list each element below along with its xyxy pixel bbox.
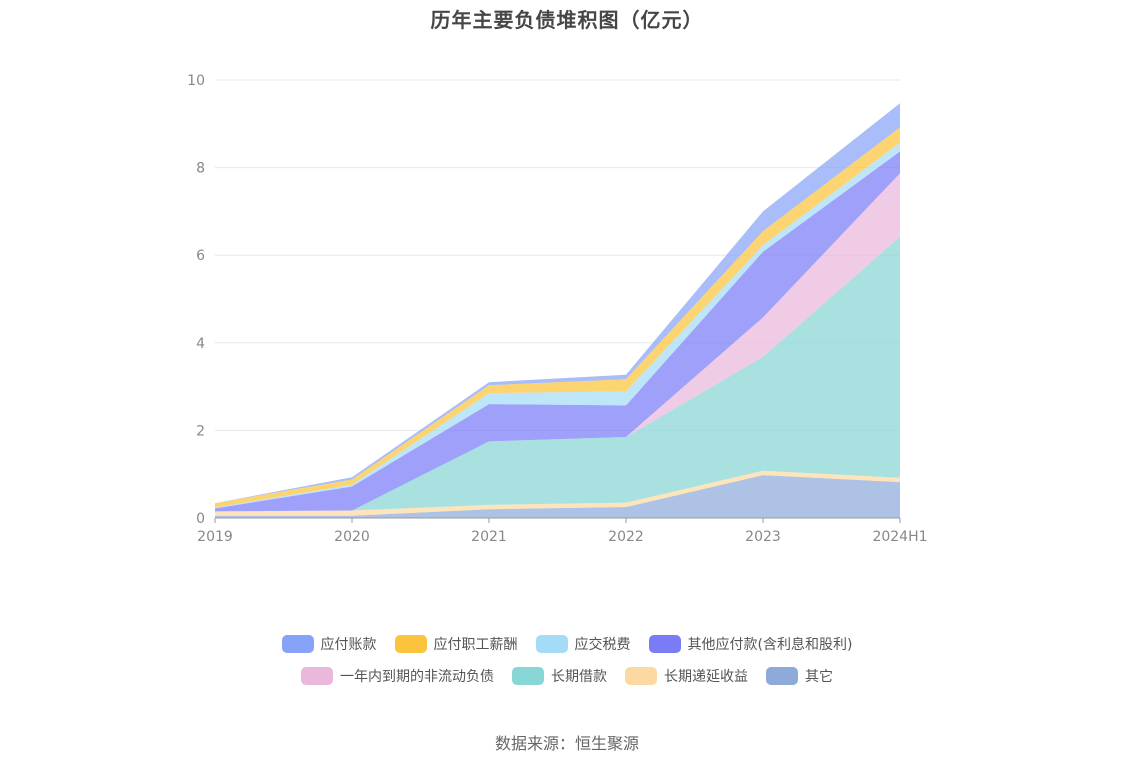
legend-swatch bbox=[648, 635, 681, 653]
area-series bbox=[215, 236, 900, 512]
y-tick-label: 10 bbox=[187, 73, 205, 89]
legend-swatch bbox=[512, 667, 544, 685]
y-tick-label: 0 bbox=[196, 511, 205, 527]
x-tick-label: 2022 bbox=[608, 529, 644, 545]
area-series bbox=[215, 173, 900, 512]
legend-label: 长期借款 bbox=[551, 669, 607, 685]
y-tick-label: 2 bbox=[196, 423, 205, 439]
legend-swatch bbox=[281, 635, 314, 653]
y-tick-label: 4 bbox=[196, 336, 205, 352]
legend-item[interactable]: 应付账款 bbox=[281, 634, 377, 654]
legend-label: 其它 bbox=[805, 669, 833, 685]
legend-swatch bbox=[766, 667, 798, 685]
legend-swatch bbox=[535, 635, 568, 653]
legend-item[interactable]: 应交税费 bbox=[535, 634, 631, 654]
x-tick-label: 2019 bbox=[197, 529, 233, 545]
legend-row-1: 应付账款 应付职工薪酬 应交税费 其他应付款(含利息和股利) bbox=[0, 628, 1134, 660]
legend-item[interactable]: 其它 bbox=[766, 666, 833, 686]
legend-label: 应交税费 bbox=[574, 637, 631, 653]
area-series bbox=[215, 470, 900, 516]
legend-item[interactable]: 长期递延收益 bbox=[625, 666, 748, 686]
legend-label: 长期递延收益 bbox=[664, 669, 748, 685]
legend-swatch bbox=[625, 667, 657, 685]
legend-row-2: 一年内到期的非流动负债 长期借款 长期递延收益 其它 bbox=[0, 660, 1134, 692]
legend-label: 应付账款 bbox=[320, 637, 377, 653]
legend-swatch bbox=[301, 667, 333, 685]
x-tick-label: 2024H1 bbox=[872, 529, 927, 545]
data-source: 数据来源：恒生聚源 bbox=[494, 734, 639, 753]
legend-swatch bbox=[394, 635, 427, 653]
legend-label: 一年内到期的非流动负债 bbox=[340, 669, 494, 685]
legend-item[interactable]: 一年内到期的非流动负债 bbox=[301, 666, 494, 686]
stacked-area-chart: 0 2 4 6 8 10 2019 2020 2021 2022 2023 2024H1 bbox=[187, 73, 927, 545]
x-tick-label: 2020 bbox=[334, 529, 370, 545]
area-series bbox=[215, 475, 900, 518]
legend-item[interactable]: 其他应付款(含利息和股利) bbox=[648, 634, 853, 654]
legend-item[interactable]: 长期借款 bbox=[512, 666, 607, 686]
legend-item[interactable]: 应付职工薪酬 bbox=[394, 634, 518, 654]
chart-title: 历年主要负债堆积图（亿元） bbox=[430, 8, 704, 32]
legend-label: 应付职工薪酬 bbox=[433, 637, 518, 653]
y-tick-label: 6 bbox=[196, 248, 205, 264]
x-tick-label: 2021 bbox=[471, 529, 507, 545]
legend-label: 其他应付款(含利息和股利) bbox=[687, 637, 853, 653]
legend: 应付账款 应付职工薪酬 应交税费 其他应付款(含利息和股利) 一年内到期的非流动负债 长… bbox=[0, 628, 1134, 692]
x-tick-label: 2023 bbox=[745, 529, 781, 545]
y-tick-label: 8 bbox=[196, 161, 205, 177]
